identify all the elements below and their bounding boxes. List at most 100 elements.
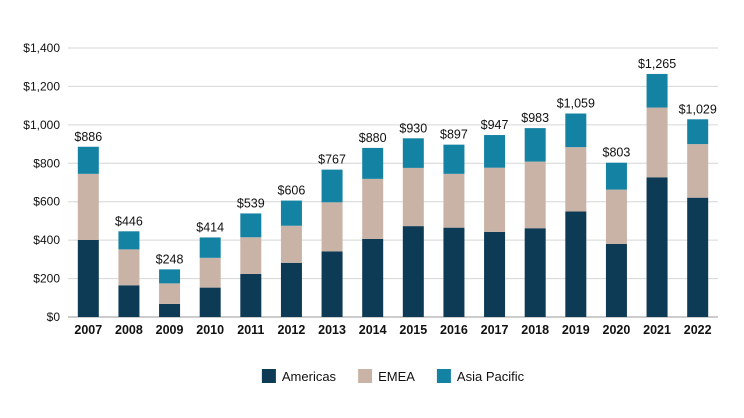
bar-segment-asia-pacific [687,119,709,145]
bar-segment-asia-pacific [321,169,343,203]
bar-segment-americas [605,243,627,317]
bar-segment-americas [443,227,465,317]
y-tick-label: $0 [47,310,61,324]
x-tick-label: 2021 [643,323,671,337]
x-tick-label: 2015 [399,323,427,337]
bar-segment-asia-pacific [484,135,506,168]
bar-segment-americas [159,303,181,317]
x-tick-label: 2008 [115,323,143,337]
bar-segment-asia-pacific [443,144,465,174]
bar-segment-americas [321,251,343,317]
bar-total-label: $414 [196,220,224,234]
bar-total-label: $983 [521,111,549,125]
y-tick-label: $600 [33,195,60,209]
bar-segment-americas [77,239,99,317]
bar-total-label: $248 [156,252,184,266]
x-tick-label: 2011 [237,323,264,337]
x-tick-label: 2022 [684,323,712,337]
bar-segment-emea [646,107,668,178]
bar-segment-emea [443,173,465,228]
bar-total-label: $1,029 [679,102,717,116]
x-tick-label: 2017 [481,323,509,337]
legend-item: EMEA [358,369,415,384]
y-tick-label: $1,400 [23,41,60,55]
bar-segment-americas [402,226,424,317]
bar-segment-asia-pacific [240,213,262,238]
bar-segment-americas [687,197,709,317]
bar-segment-emea [687,144,709,198]
bar-total-label: $930 [399,121,427,135]
legend-swatch [358,369,373,383]
bar-segment-americas [646,177,668,317]
bar-total-label: $767 [318,153,346,167]
bar-total-label: $947 [481,118,509,132]
bar-segment-asia-pacific [77,146,99,174]
bar-segment-emea [524,161,546,229]
bar-total-label: $446 [115,214,143,228]
legend-label: Asia Pacific [457,369,525,384]
bar-segment-asia-pacific [280,200,302,226]
y-tick-label: $400 [33,233,60,247]
legend-label: Americas [282,369,337,384]
bar-total-label: $1,059 [557,97,595,111]
bar-total-label: $606 [278,184,306,198]
bar-segment-americas [118,285,140,317]
bar-segment-americas [199,287,221,317]
bar-total-labels: $886 $446 $248 $414 $539 $606 $767 $880 $930 $897… [74,57,716,266]
x-tick-label: 2012 [278,323,306,337]
bar-segment-asia-pacific [402,138,424,168]
bar-segment-asia-pacific [199,237,221,258]
bar-segment-emea [77,173,99,240]
bar-segment-americas [484,231,506,317]
y-axis-ticks: $0 $200 $400 $600 $800 $1,000 $1,200 $1,400 [23,41,60,324]
bars [77,73,709,317]
x-axis: 2007 2008 2009 2010 2011 2012 2013 2014 2015 2016… [74,323,711,337]
x-tick-label: 2014 [359,323,387,337]
bar-segment-asia-pacific [362,147,384,179]
bar-segment-emea [321,202,343,252]
bar-segment-emea [159,283,181,304]
legend-swatch [261,369,276,383]
legend-item: Americas [261,369,337,384]
legend-item: Asia Pacific [436,369,525,384]
bar-segment-americas [362,238,384,317]
x-tick-label: 2007 [74,323,102,337]
bar-segment-emea [199,257,221,288]
bar-segment-emea [240,237,262,274]
bar-segment-americas [280,262,302,317]
y-tick-label: $200 [33,272,60,286]
x-tick-label: 2016 [440,323,468,337]
y-tick-label: $1,200 [23,79,60,93]
bar-total-label: $539 [237,196,265,210]
bar-segment-emea [402,167,424,227]
bar-segment-asia-pacific [524,128,546,162]
legend-swatch [436,369,451,383]
bar-segment-emea [605,189,627,244]
x-tick-label: 2009 [156,323,184,337]
bar-total-label: $1,265 [638,57,676,71]
legend-label: EMEA [378,369,415,384]
bar-segment-asia-pacific [646,73,668,108]
bar-total-label: $880 [359,131,387,145]
bar-segment-asia-pacific [118,231,140,250]
bar-total-label: $897 [440,128,468,142]
x-tick-label: 2020 [603,323,631,337]
bar-segment-emea [118,249,140,286]
legend: Americas EMEA Asia Pacific [261,369,525,384]
y-tick-label: $1,000 [23,118,60,132]
bar-segment-americas [240,273,262,317]
x-tick-label: 2019 [562,323,590,337]
bar-segment-asia-pacific [605,162,627,190]
bar-segment-americas [524,228,546,317]
x-tick-label: 2013 [318,323,346,337]
bar-segment-asia-pacific [565,113,587,148]
bar-segment-asia-pacific [159,269,181,284]
bar-segment-americas [565,211,587,317]
bar-total-label: $886 [74,130,102,144]
bar-total-label: $803 [603,146,631,160]
bar-segment-emea [565,147,587,212]
bar-segment-emea [280,225,302,263]
bar-segment-emea [362,178,384,239]
